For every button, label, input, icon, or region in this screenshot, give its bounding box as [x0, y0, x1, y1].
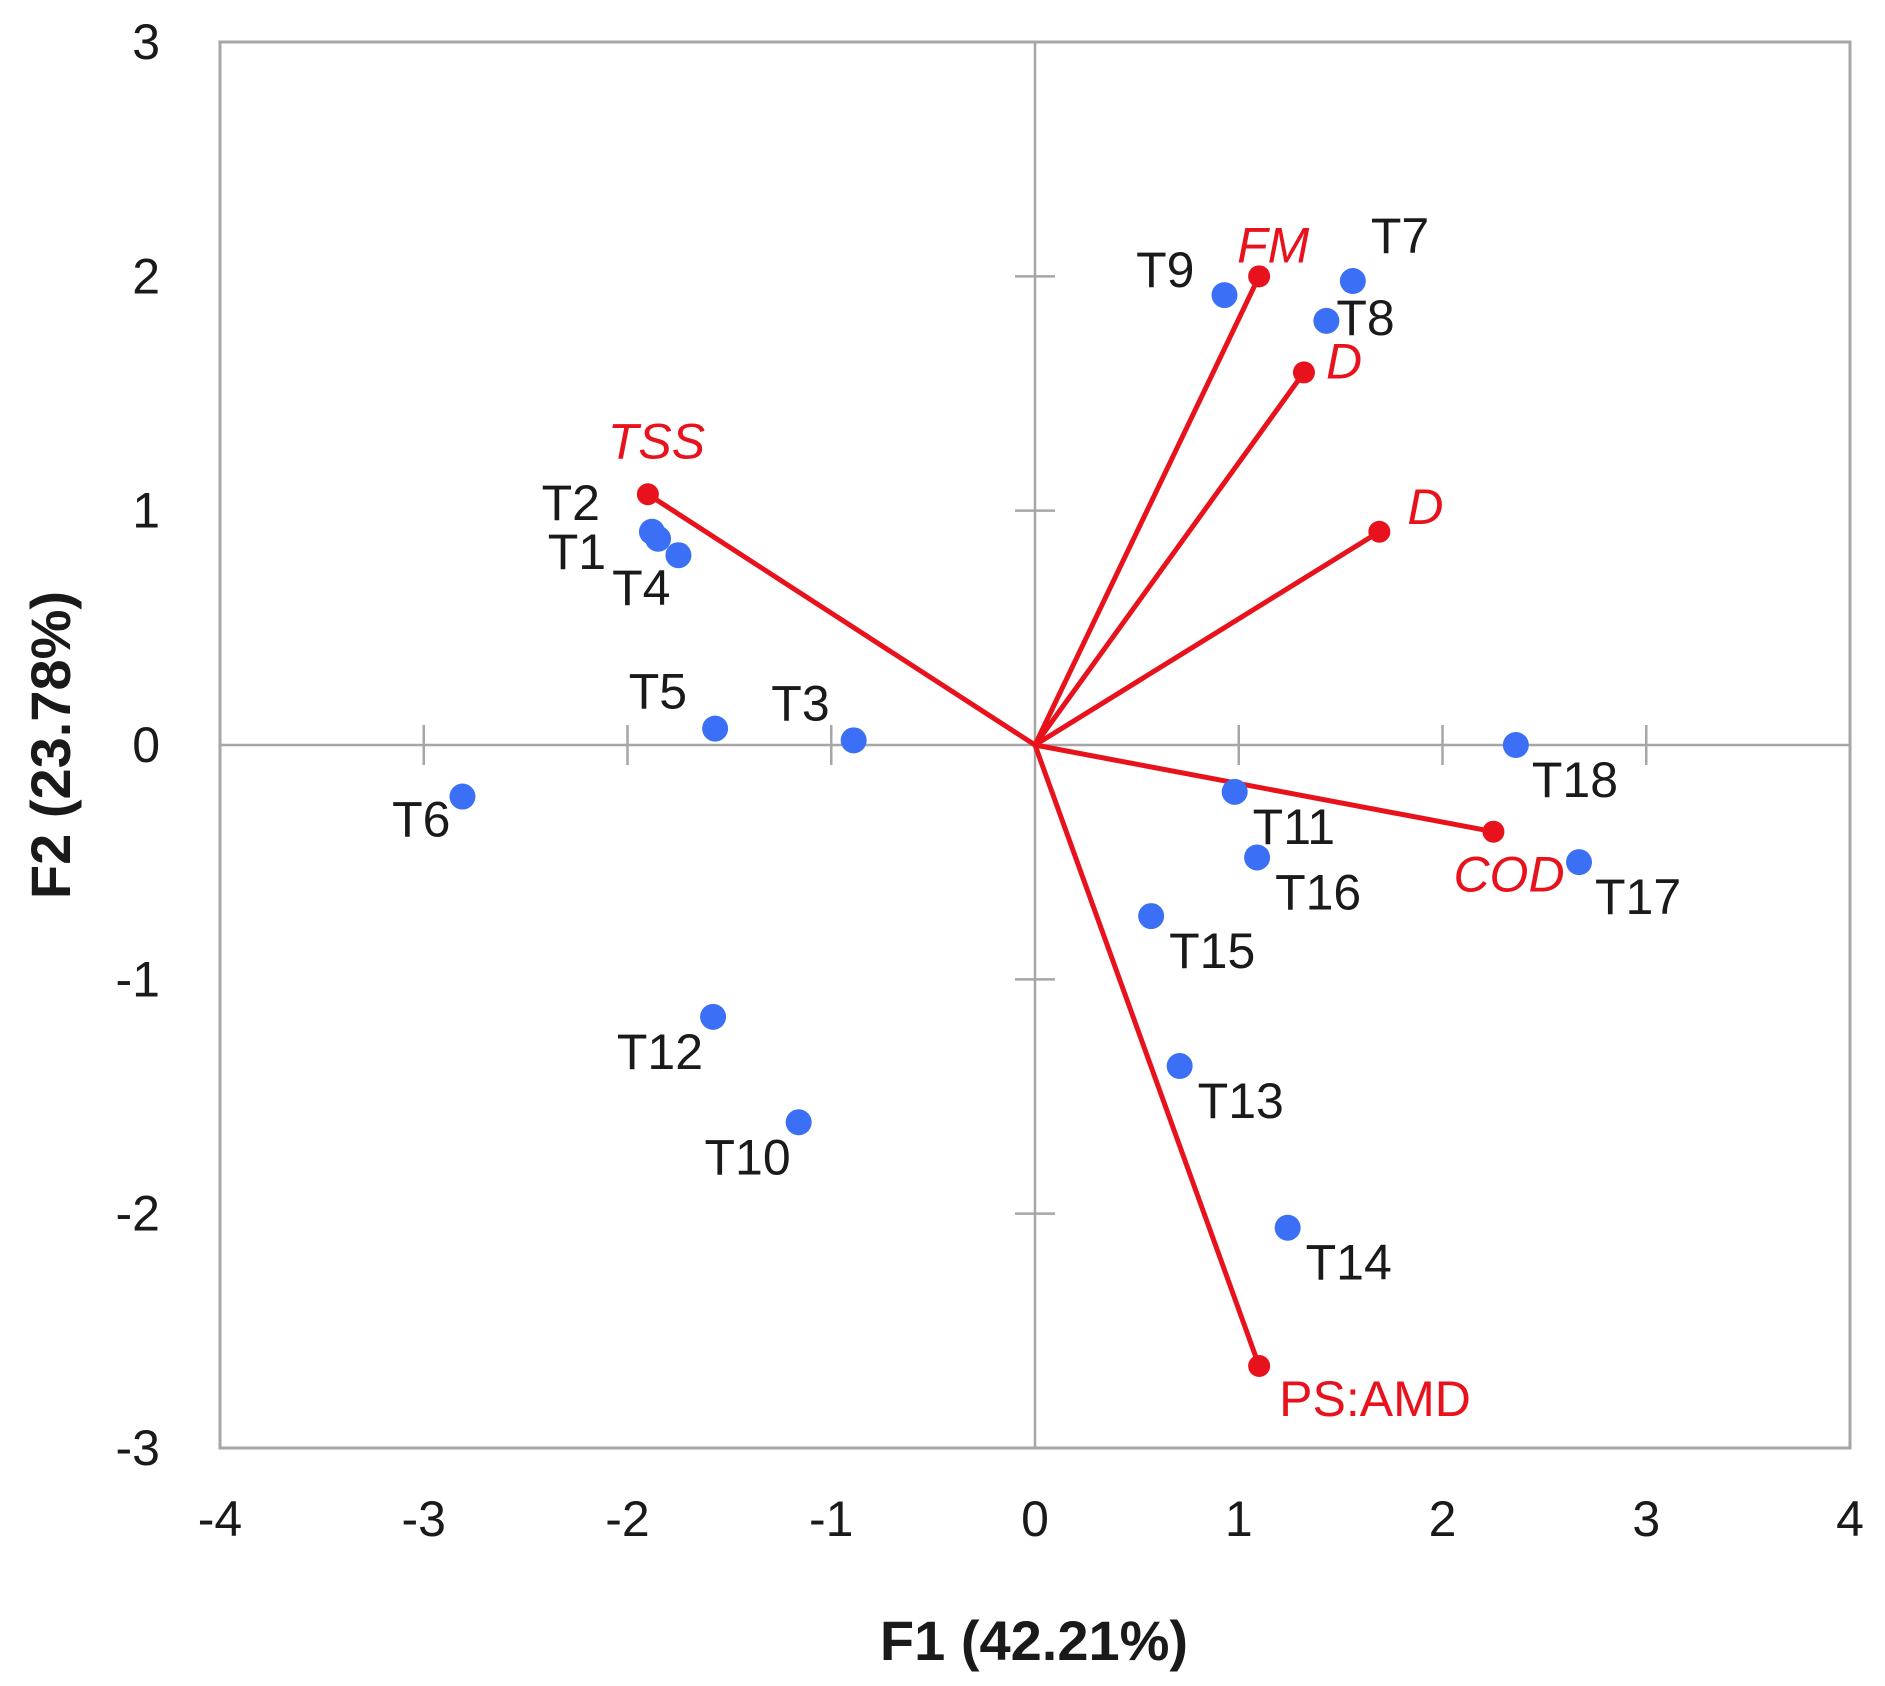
observation-label: T9: [1136, 242, 1194, 298]
observation-label: T15: [1169, 923, 1255, 979]
observation-label: T14: [1306, 1235, 1392, 1291]
observation-point: [1274, 1214, 1301, 1241]
x-tick-label: -2: [605, 1491, 649, 1547]
x-axis-title: F1 (42.21%): [880, 1609, 1188, 1672]
variable-label: D: [1407, 479, 1443, 535]
plot-frame-layer: [218, 40, 1852, 1450]
observation-label: T16: [1275, 864, 1361, 920]
x-tick-label: 3: [1632, 1491, 1660, 1547]
observation-points-layer: [449, 268, 1593, 1241]
variable-label: COD: [1453, 847, 1564, 903]
variable-label: D: [1326, 333, 1362, 389]
variable-vector-tip: [1482, 820, 1505, 843]
observation-point: [1339, 268, 1366, 295]
x-tick-label: 4: [1836, 1491, 1864, 1547]
observation-point: [1221, 778, 1248, 805]
tick-labels-layer: -4 -3 -2 -1 0 1 2 3 4 3 2 1 0 -1 -2 -3: [116, 14, 1864, 1547]
observation-label: T2: [542, 475, 600, 531]
observation-point: [1566, 849, 1593, 876]
y-tick-label: 0: [132, 717, 160, 773]
observation-point: [1211, 282, 1238, 309]
observation-label: T10: [704, 1129, 790, 1185]
variable-vector-line: [1032, 275, 1262, 747]
observation-point: [700, 1003, 727, 1030]
x-tick-label: -1: [809, 1491, 853, 1547]
observation-label: T13: [1198, 1073, 1284, 1129]
variable-vector-line: [1032, 744, 1262, 1367]
observation-point: [1313, 307, 1340, 334]
observation-point: [840, 727, 867, 754]
observation-point: [665, 542, 692, 569]
observation-label: T1: [548, 524, 606, 580]
variable-vector-line: [1032, 370, 1306, 747]
observation-label: T12: [617, 1024, 703, 1080]
y-tick-label: -1: [116, 951, 160, 1007]
observation-point: [702, 715, 729, 742]
observation-label: T17: [1595, 869, 1681, 925]
variable-vector-tip: [1248, 265, 1271, 288]
y-tick-label: 1: [132, 483, 160, 539]
y-axis-title: F2 (23.78%): [19, 591, 82, 899]
variable-label: FM: [1237, 217, 1310, 273]
observation-label: T4: [612, 560, 670, 616]
observation-point: [785, 1109, 812, 1136]
observation-label: T5: [629, 664, 687, 720]
observation-label: T6: [392, 792, 450, 848]
observation-label: T11: [1253, 799, 1335, 855]
observation-label: T8: [1336, 290, 1394, 346]
variable-vector-line: [646, 492, 1037, 748]
y-tick-label: -2: [116, 1186, 160, 1242]
x-tick-label: 0: [1021, 1491, 1049, 1547]
variable-vector-line: [1034, 742, 1494, 835]
observation-point: [1502, 732, 1529, 758]
observation-point: [1138, 903, 1165, 930]
y-tick-label: -3: [116, 1420, 160, 1476]
variable-vector-tip: [636, 483, 659, 506]
variable-vectors-layer: [636, 265, 1505, 1377]
y-tick-label: 3: [132, 14, 160, 70]
x-tick-label: 2: [1429, 1491, 1457, 1547]
variable-vector-tip: [1368, 520, 1391, 543]
variable-label: PS:AMD: [1279, 1371, 1471, 1427]
variable-vector-tip: [1248, 1354, 1271, 1377]
observation-point: [1244, 844, 1271, 871]
observation-point: [449, 783, 476, 810]
observation-label: T7: [1371, 208, 1429, 264]
observation-label: T3: [771, 675, 829, 731]
x-tick-label: -3: [402, 1491, 446, 1547]
observation-label: T18: [1532, 752, 1618, 808]
x-tick-label: -4: [198, 1491, 242, 1547]
variable-vector-line: [1033, 529, 1381, 748]
y-tick-label: 2: [132, 248, 160, 304]
observation-point: [1166, 1053, 1193, 1080]
observation-point: [638, 518, 665, 545]
variable-label: TSS: [608, 413, 705, 469]
variable-vector-tip: [1292, 361, 1315, 384]
x-tick-label: 1: [1225, 1491, 1253, 1547]
